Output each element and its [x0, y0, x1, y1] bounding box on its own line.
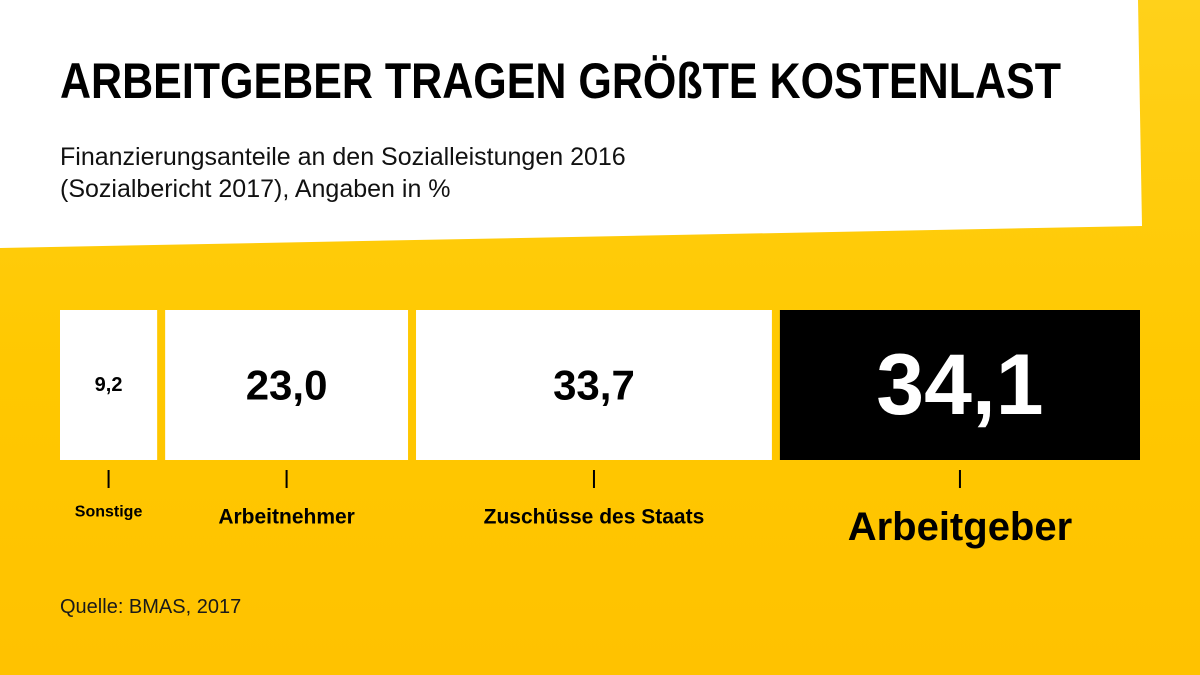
chart-title: ARBEITGEBER TRAGEN GRÖßTE KOSTENLAST: [60, 53, 1061, 109]
value-label-sonstige: 9,2: [95, 374, 123, 396]
bar-segment-arbeitnehmer: [165, 310, 409, 460]
category-label-zuschuesse-des-staats: Zuschüsse des Staats: [484, 506, 705, 529]
bar-segment-sonstige: [60, 310, 158, 460]
header-panel: [0, 0, 1142, 248]
value-label-arbeitgeber: 34,1: [876, 337, 1043, 433]
value-label-zuschuesse-des-staats: 33,7: [553, 362, 635, 409]
value-label-arbeitnehmer: 23,0: [246, 362, 328, 409]
category-label-sonstige: Sonstige: [75, 504, 143, 521]
chart-subtitle: Finanzierungsanteile an den Sozialleistu…: [60, 141, 626, 205]
bar-segment-arbeitgeber: [779, 310, 1140, 460]
subtitle-line-1: Finanzierungsanteile an den Sozialleistu…: [60, 143, 626, 171]
subtitle-line-2: (Sozialbericht 2017), Angaben in %: [60, 175, 451, 203]
source-note: Quelle: BMAS, 2017: [60, 596, 242, 618]
category-label-arbeitgeber: Arbeitgeber: [848, 505, 1073, 549]
category-label-arbeitnehmer: Arbeitnehmer: [218, 506, 355, 529]
bar-segment-zuschuesse-des-staats: [416, 310, 772, 460]
